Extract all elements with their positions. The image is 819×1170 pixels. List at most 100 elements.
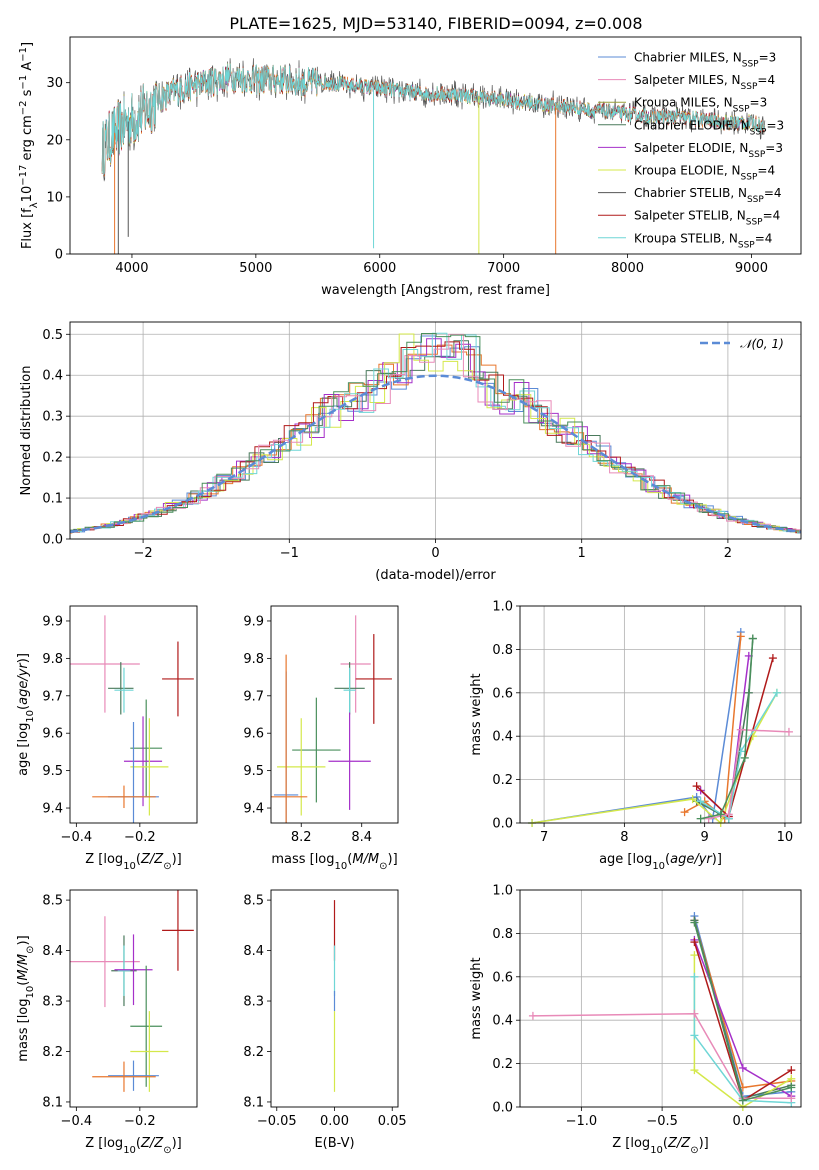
y-axis-label: mass weight: [469, 957, 484, 1039]
x-tick-label: 0.0: [733, 1114, 754, 1129]
mass-weight-vs-age-panel: 7 8 9 10 0.0 0.2 0.4 0.6 0.8 1.0 age [log10(age/yr…: [469, 600, 802, 872]
x-axis-label: E(B-V): [314, 1136, 354, 1151]
legend-entry: Chabrier MILES, NSSP=3: [634, 51, 776, 70]
legend-entry: Salpeter ELODIE, NSSP=3: [634, 141, 783, 160]
weight-series: [693, 976, 792, 1104]
residuals-panel: −2 −1 0 1 2 0.0 0.1 0.2 0.3 0.4 0.5 𝒩(0, 1) (data-mo…: [19, 321, 802, 583]
legend-entry: Kroupa ELODIE, NSSP=4: [634, 164, 775, 183]
spectrum-legend: Chabrier MILES, NSSP=3 Salpeter MILES, NS…: [598, 51, 784, 250]
histogram-series: [70, 332, 801, 534]
y-tick-label: 8.3: [243, 995, 264, 1010]
x-axis-label: Z [log10(Z/Z⊙)]: [612, 1136, 709, 1156]
legend-entry: Kroupa STELIB, NSSP=4: [634, 231, 772, 250]
errorbar-points: [70, 615, 194, 823]
y-tick-label: 9.9: [42, 614, 63, 629]
spectrum-line: [101, 63, 766, 176]
y-tick-label: 0.0: [492, 1101, 513, 1116]
x-tick-label: −1.0: [566, 1114, 598, 1129]
spectrum-panel: 4000 5000 6000 7000 8000 9000 0 10 20 30 Chabrier …: [18, 36, 802, 298]
legend-normal: 𝒩(0, 1): [740, 337, 784, 351]
weight-series: [531, 631, 742, 824]
histogram-series: [70, 344, 801, 534]
y-tick-label: 8.5: [243, 894, 264, 909]
x-axis-label: age [log10(age/yr)]: [599, 852, 722, 872]
axes-frame: [270, 605, 399, 824]
y-tick-label: 0: [55, 248, 63, 263]
x-tick-label: 8.2: [291, 830, 312, 845]
x-axis-label: wavelength [Angstrom, rest frame]: [321, 283, 550, 298]
y-tick-label: 0.0: [42, 533, 63, 548]
x-tick-label: 1: [578, 546, 586, 561]
x-axis-label: Z [log10(Z/Z⊙)]: [85, 1136, 182, 1156]
x-tick-label: 7: [540, 830, 548, 845]
y-tick-label: 0.3: [42, 410, 63, 425]
y-axis-label: Normed distribution: [19, 366, 34, 496]
x-axis-label: mass [log10(M/M⊙)]: [271, 852, 397, 872]
y-tick-label: 0.4: [492, 730, 513, 745]
y-tick-label: 0.2: [492, 773, 513, 788]
mass-weight-vs-Z-panel: −1.0 −0.5 0.0 0.0 0.2 0.4 0.6 0.8 1.0 Z [log10(Z/…: [469, 884, 802, 1156]
x-tick-label: 8: [620, 830, 628, 845]
y-tick-label: 0.8: [492, 927, 513, 942]
x-tick-label: 9000: [735, 261, 768, 276]
histogram-series: [70, 333, 801, 534]
y-tick-label: 10: [46, 190, 63, 205]
weight-series: [696, 657, 774, 818]
legend-entry: Salpeter MILES, NSSP=4: [634, 73, 775, 92]
y-tick-label: 8.4: [243, 944, 264, 959]
x-tick-label: −0.5: [646, 1114, 678, 1129]
y-tick-label: 9.4: [243, 802, 264, 817]
y-tick-label: 0.2: [492, 1057, 513, 1072]
weight-lines: [528, 628, 793, 827]
y-tick-label: 8.3: [42, 995, 63, 1010]
y-tick-label: 0.6: [492, 970, 513, 985]
x-tick-label: 7000: [487, 261, 520, 276]
histogram-lines: [70, 332, 801, 534]
y-tick-label: 9.5: [243, 764, 264, 779]
y-axis-label: age [log10(age/yr)]: [16, 653, 36, 776]
x-tick-label: 8000: [611, 261, 644, 276]
y-tick-label: 0.2: [42, 451, 63, 466]
x-tick-label: −0.2: [124, 830, 156, 845]
x-tick-label: −2: [134, 546, 153, 561]
y-tick-label: 0.4: [492, 1014, 513, 1029]
axes-frame: [69, 889, 198, 1108]
figure-title: PLATE=1625, MJD=53140, FIBERID=0094, z=0…: [229, 14, 642, 33]
y-tick-label: 9.6: [243, 727, 264, 742]
y-tick-label: 0.8: [492, 643, 513, 658]
age-vs-Z-panel: −0.4 −0.2 9.4 9.5 9.6 9.7 9.8 9.9 Z [log10(Z/Z⊙)…: [16, 605, 198, 872]
y-axis-label: mass [log10(M/M⊙)]: [16, 935, 36, 1061]
spectrum-lines: [101, 58, 766, 254]
y-tick-label: 0.0: [492, 817, 513, 832]
x-tick-label: 0: [431, 546, 439, 561]
axes-frame: [519, 889, 802, 1108]
y-tick-label: 0.4: [42, 369, 63, 384]
y-axis-label: mass weight: [469, 673, 484, 755]
x-axis-label: Z [log10(Z/Z⊙)]: [85, 852, 182, 872]
x-tick-label: −0.4: [61, 830, 93, 845]
weight-series: [700, 638, 754, 820]
y-tick-label: 9.7: [243, 689, 264, 704]
histogram-series: [70, 341, 801, 534]
axes-frame: [270, 889, 399, 1108]
axes-frame: [69, 605, 198, 824]
weight-series: [700, 692, 778, 820]
y-axis-label: Flux [fλ10−17 erg cm−2 s−1 A−1]: [18, 42, 40, 249]
panels: 4000 5000 6000 7000 8000 90000102030Chabrier …: [16, 36, 802, 1156]
x-tick-label: 9: [701, 830, 709, 845]
x-tick-label: −0.2: [124, 1114, 156, 1129]
y-tick-label: 1.0: [492, 884, 513, 899]
y-tick-label: 30: [46, 76, 63, 91]
x-tick-label: 5000: [239, 261, 272, 276]
y-tick-label: 8.2: [243, 1045, 264, 1060]
x-tick-label: 8.4: [351, 830, 372, 845]
x-tick-label: −0.4: [61, 1114, 93, 1129]
axes-frame: [69, 36, 802, 255]
normal-curve: [70, 374, 801, 534]
x-tick-label: 0.05: [378, 1114, 407, 1129]
histogram-series: [70, 333, 801, 533]
y-tick-label: 0.5: [42, 328, 63, 343]
y-tick-label: 8.4: [42, 944, 63, 959]
weight-lines: [528, 912, 796, 1111]
